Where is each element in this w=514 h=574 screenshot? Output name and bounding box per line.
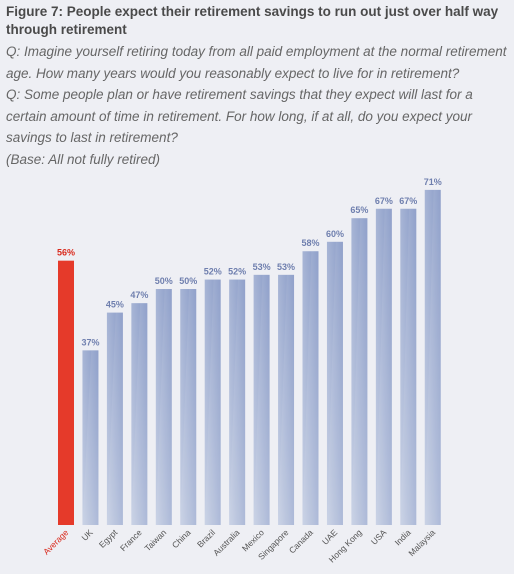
data-label: 53% [253, 262, 271, 272]
bar-sheen [155, 289, 172, 525]
bar [253, 274, 270, 525]
bar-group-uk: 37% UK [79, 337, 99, 542]
data-label: 53% [277, 262, 295, 272]
bar-sheen [400, 208, 417, 525]
bar-sheen [180, 289, 197, 525]
bar [302, 251, 319, 526]
bar [180, 289, 197, 525]
data-label: 37% [81, 337, 99, 347]
data-label: 67% [375, 196, 393, 206]
x-tick-label: Egypt [97, 527, 120, 550]
bar-sheen [326, 241, 343, 526]
bar-sheen [131, 303, 148, 525]
bar-group-usa: 67% USA [369, 196, 393, 547]
bar [204, 279, 221, 525]
question-1: Q: Imagine yourself retiring today from … [6, 44, 507, 81]
bar [351, 218, 368, 525]
x-tick-label: India [393, 527, 413, 547]
bar [375, 208, 392, 525]
x-tick-label: Canada [287, 527, 315, 555]
bar-group-brazil: 52% Brazil [195, 267, 222, 550]
x-tick-label: Brazil [195, 527, 217, 549]
data-label: 67% [399, 196, 417, 206]
bar [58, 260, 74, 525]
data-label: 52% [204, 267, 222, 277]
data-label: 50% [155, 276, 173, 286]
bar [424, 189, 441, 525]
header: Figure 7: People expect their retirement… [6, 3, 511, 170]
bar-group-singapore: 53%Singapore [256, 262, 295, 562]
bar-sheen [106, 312, 123, 525]
bar-group-china: 50% China [170, 276, 197, 550]
data-label: 65% [350, 205, 368, 215]
x-tick-label: UK [79, 527, 95, 543]
bar-group-uae: 60% UAE [320, 229, 344, 547]
bar-sheen [82, 350, 99, 525]
bar-group-average: 56% Average [41, 248, 75, 557]
bar-sheen [375, 208, 392, 525]
data-label: 71% [424, 177, 442, 187]
bar [400, 208, 417, 525]
figure-title: Figure 7: People expect their retirement… [6, 4, 499, 37]
bar [326, 241, 343, 526]
x-tick-label: UAE [320, 527, 340, 547]
x-tick-label: France [118, 527, 144, 553]
bar [131, 303, 148, 525]
bar [106, 312, 123, 525]
data-label: 60% [326, 229, 344, 239]
bar-group-australia: 52% Australia [211, 267, 246, 558]
data-label: 52% [228, 267, 246, 277]
bar [82, 350, 99, 525]
bar [229, 279, 246, 525]
x-tick-label: USA [369, 527, 389, 547]
bar-sheen [302, 251, 319, 526]
data-label: 56% [57, 248, 75, 258]
x-tick-label: Average [41, 527, 71, 557]
x-tick-label: Malaysia [406, 527, 437, 558]
bar-sheen [229, 279, 246, 525]
data-label: 47% [130, 290, 148, 300]
data-label: 45% [106, 300, 124, 310]
bar [278, 274, 295, 525]
data-label: 58% [301, 238, 319, 248]
bar-group-egypt: 45% Egypt [97, 300, 124, 550]
x-tick-label: China [170, 527, 193, 550]
bar-sheen [278, 274, 295, 525]
bar-sheen [253, 274, 270, 525]
bar-group-canada: 58% Canada [287, 238, 320, 555]
bar-sheen [351, 218, 368, 525]
bar-group-malaysia: 71% Malaysia [406, 177, 441, 558]
bar [155, 289, 172, 525]
bar-group-india: 67% India [393, 196, 418, 548]
x-tick-label: Taiwan [142, 527, 168, 553]
bar-sheen [204, 279, 221, 525]
bar-sheen [424, 189, 441, 525]
x-tick-label: Australia [211, 527, 242, 558]
data-label: 50% [179, 276, 197, 286]
bar-group-taiwan: 50% Taiwan [142, 276, 172, 553]
base-note: (Base: All not fully retired) [6, 151, 161, 167]
question-2: Q: Some people plan or have retirement s… [6, 87, 473, 145]
